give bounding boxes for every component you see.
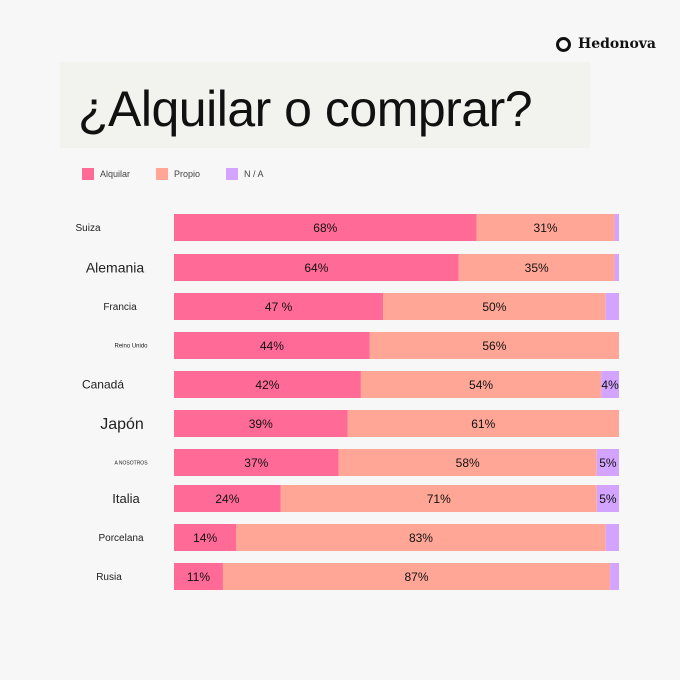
- bar-porcelana-na: [605, 524, 619, 551]
- brand-logo: Hedonova: [556, 36, 656, 52]
- value-label-porcelana-propio: 83%: [409, 531, 433, 545]
- value-label-francia-propio: 50%: [482, 300, 506, 314]
- legend: Alquilar Propio N / A: [82, 168, 290, 180]
- value-label-a-nosotros-alquilar: 37%: [244, 456, 268, 470]
- value-label-canada-propio: 54%: [469, 378, 493, 392]
- bar-rusia-na: [610, 563, 619, 590]
- legend-label-na: N / A: [244, 169, 264, 179]
- value-label-reino-unido-propio: 56%: [482, 339, 506, 353]
- bar-japon-alquilar: [174, 410, 348, 437]
- bar-porcelana-alquilar: [174, 524, 237, 551]
- bar-a-nosotros-propio: [338, 449, 597, 476]
- bar-canada-na: [601, 371, 619, 398]
- bar-francia-propio: [383, 293, 606, 320]
- value-label-suiza-alquilar: 68%: [313, 221, 337, 235]
- value-label-italia-na: 5%: [599, 492, 617, 506]
- bar-alemania-propio: [458, 254, 615, 281]
- bar-italia-na: [596, 485, 619, 512]
- category-label-francia: Francia: [103, 302, 137, 313]
- bar-italia-propio: [280, 485, 597, 512]
- category-label-italia: Italia: [112, 491, 140, 506]
- value-label-a-nosotros-na: 5%: [599, 456, 617, 470]
- bar-japon-propio: [347, 410, 619, 437]
- bar-porcelana-propio: [236, 524, 606, 551]
- value-label-japon-alquilar: 39%: [249, 417, 273, 431]
- bar-a-nosotros-na: [596, 449, 619, 476]
- value-label-alemania-propio: 35%: [525, 261, 549, 275]
- bar-italia-alquilar: [174, 485, 281, 512]
- bar-rusia-alquilar: [174, 563, 223, 590]
- value-label-francia-alquilar: 47 %: [265, 300, 293, 314]
- value-label-reino-unido-alquilar: 44%: [260, 339, 284, 353]
- legend-item-na: N / A: [226, 168, 264, 180]
- value-label-italia-alquilar: 24%: [215, 492, 239, 506]
- bar-suiza-na: [614, 214, 619, 241]
- category-label-alemania: Alemania: [86, 259, 145, 275]
- category-label-a-nosotros: A NOSOTROS: [114, 460, 148, 466]
- bar-suiza-alquilar: [174, 214, 477, 241]
- value-label-alemania-alquilar: 64%: [304, 261, 328, 275]
- bar-a-nosotros-alquilar: [174, 449, 339, 476]
- legend-item-propio: Propio: [156, 168, 200, 180]
- value-label-japon-propio: 61%: [471, 417, 495, 431]
- bar-alemania-alquilar: [174, 254, 459, 281]
- category-label-canada: Canadá: [82, 378, 124, 392]
- bar-francia-alquilar: [174, 293, 384, 320]
- bar-alemania-na: [614, 254, 619, 281]
- value-label-canada-alquilar: 42%: [255, 378, 279, 392]
- bar-francia-na: [605, 293, 619, 320]
- legend-swatch-alquilar: [82, 168, 94, 180]
- legend-swatch-propio: [156, 168, 169, 180]
- value-label-rusia-alquilar: 11%: [187, 570, 210, 584]
- legend-swatch-na: [226, 168, 239, 180]
- legend-item-alquilar: Alquilar: [82, 168, 130, 180]
- bar-canada-alquilar: [174, 371, 361, 398]
- value-label-canada-na: 4%: [601, 378, 619, 392]
- category-label-reino-unido: Reino Unido: [114, 344, 148, 350]
- legend-label-alquilar: Alquilar: [100, 169, 131, 179]
- bar-suiza-propio: [476, 214, 615, 241]
- bar-canada-propio: [360, 371, 602, 398]
- title-background: [60, 62, 590, 148]
- brand-name: Hedonova: [578, 36, 656, 52]
- value-label-suiza-propio: 31%: [534, 221, 558, 235]
- bar-reino-unido-propio: [369, 332, 619, 359]
- bar-rusia-propio: [222, 563, 611, 590]
- category-label-suiza: Suiza: [75, 223, 100, 234]
- category-label-rusia: Rusia: [96, 572, 122, 583]
- value-label-rusia-propio: 87%: [405, 570, 429, 584]
- category-label-porcelana: Porcelana: [98, 533, 143, 544]
- bar-reino-unido-alquilar: [174, 332, 370, 359]
- value-label-italia-propio: 71%: [427, 492, 451, 506]
- legend-label-propio: Propio: [174, 169, 201, 179]
- category-label-japon: Japón: [100, 416, 144, 433]
- circle-logo-icon: [556, 36, 571, 52]
- chart-title: ¿Alquilar o comprar?: [78, 81, 533, 137]
- value-label-porcelana-alquilar: 14%: [193, 531, 217, 545]
- value-label-a-nosotros-propio: 58%: [456, 456, 480, 470]
